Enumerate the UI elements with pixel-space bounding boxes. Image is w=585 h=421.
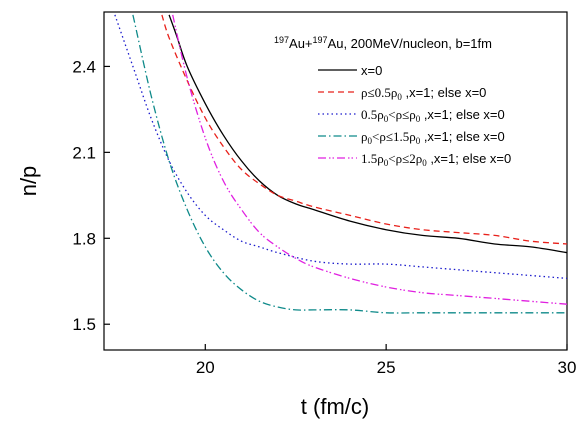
legend-label-3-t3: ,x=1; else x=0 <box>420 129 505 144</box>
y-tick-label-1: 1.8 <box>72 229 96 248</box>
legend-label-4: 1.5ρ0<ρ≤2ρ0 ,x=1; else x=0 <box>361 151 511 168</box>
x-tick-label-0: 20 <box>196 358 215 377</box>
legend-label-3-t2: <ρ≤1.5ρ <box>372 129 416 144</box>
series-group <box>114 14 567 314</box>
annotation-nucleus-1: Au+ <box>289 36 313 51</box>
y-tick-label-0: 1.5 <box>72 315 96 334</box>
series-line-4 <box>172 14 567 305</box>
x-tick-label-1: 25 <box>377 358 396 377</box>
series-line-3 <box>132 14 567 314</box>
legend-label-2-s1: 0 <box>384 114 389 124</box>
x-axis-title: t (fm/c) <box>301 394 369 419</box>
y-axis-title: n/p <box>16 166 41 197</box>
legend-label-3-s1: 0 <box>368 136 373 146</box>
annotation-mass-1: 197 <box>274 35 289 45</box>
plot-frame <box>103 11 568 351</box>
legend-label-1-s1: 0 <box>397 92 402 102</box>
legend-label-3-t1: ρ <box>361 129 368 144</box>
series-line-2 <box>114 14 567 280</box>
legend-label-3: ρ0<ρ≤1.5ρ0 ,x=1; else x=0 <box>361 129 505 146</box>
legend-label-2: 0.5ρ0<ρ≤ρ0 ,x=1; else x=0 <box>361 107 505 124</box>
legend-label-1: ρ≤0.5ρ0 ,x=1; else x=0 <box>361 85 486 102</box>
legend: x=0ρ≤0.5ρ0 ,x=1; else x=00.5ρ0<ρ≤ρ0 ,x=1… <box>318 63 511 168</box>
axis-ticks: 20 25 30 1.5 1.8 2.1 2.4 <box>72 57 576 377</box>
annotation-mass-2: 197 <box>313 35 328 45</box>
legend-label-0: x=0 <box>361 63 382 78</box>
legend-label-4-t1: 1.5ρ <box>361 151 384 166</box>
legend-label-2-t1: 0.5ρ <box>361 107 384 122</box>
legend-label-2-s2: 0 <box>416 114 421 124</box>
x-tick-label-2: 30 <box>558 358 577 377</box>
legend-label-3-s2: 0 <box>416 136 421 146</box>
legend-label-4-s2: 0 <box>422 158 427 168</box>
series-line-1 <box>161 14 567 245</box>
annotation: 197Au+197Au, 200MeV/nucleon, b=1fm <box>274 35 492 51</box>
legend-label-4-s1: 0 <box>384 158 389 168</box>
legend-label-4-t2: <ρ≤2ρ <box>388 151 422 166</box>
legend-label-4-t3: ,x=1; else x=0 <box>427 151 512 166</box>
legend-label-1-t1: ρ≤0.5ρ <box>361 85 397 100</box>
annotation-nucleus-2: Au, 200MeV/nucleon, b=1fm <box>328 36 492 51</box>
y-tick-label-3: 2.4 <box>72 57 96 76</box>
legend-label-1-t2: ,x=1; else x=0 <box>402 85 487 100</box>
legend-label-2-t3: ,x=1; else x=0 <box>420 107 505 122</box>
y-tick-label-2: 2.1 <box>72 143 96 162</box>
legend-label-2-t2: <ρ≤ρ <box>388 107 415 122</box>
series-line-0 <box>168 14 567 254</box>
